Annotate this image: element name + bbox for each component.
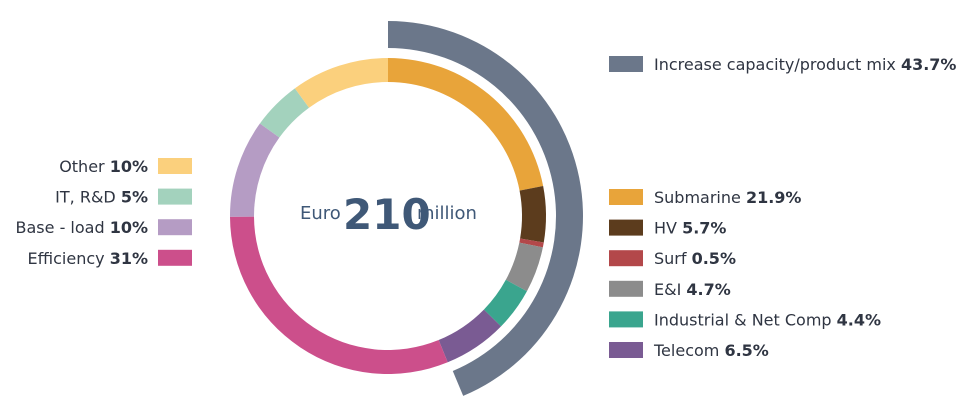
legend-name-submarine: Submarine — [654, 188, 746, 207]
outer-arc-increase-capacity — [388, 21, 583, 396]
donut-segment-submarine — [388, 57, 544, 191]
donut-segment-base-load — [229, 123, 280, 217]
legend-value-base-load: 10% — [110, 218, 148, 237]
legend-swatch-efficiency — [158, 249, 192, 266]
donut-segment-telecom — [438, 309, 502, 363]
legend-name-surf: Surf — [654, 249, 692, 268]
legend-name-industrial-and-net-comp: Industrial & Net Comp — [654, 310, 837, 329]
legend: Increase capacity/product mix 43.7% Subma… — [16, 55, 957, 360]
legend-swatch-telecom — [609, 342, 643, 358]
legend-swatch-hv — [609, 219, 643, 236]
legend-name-base-load: Base - load — [16, 218, 110, 237]
legend-name-increase-capacity: Increase capacity/product mix — [654, 55, 901, 74]
legend-value-efficiency: 31% — [110, 249, 148, 268]
donut-segment-other — [294, 58, 388, 108]
legend-value-surf: 0.5% — [692, 249, 736, 268]
legend-value-it-randd: 5% — [121, 188, 148, 207]
legend-swatch-base-load — [158, 219, 192, 236]
legend-value-other: 10% — [110, 157, 148, 176]
legend-swatch-eandi — [609, 280, 643, 297]
legend-label-base-load: Base - load 10% — [16, 218, 148, 237]
legend-label-telecom: Telecom 6.5% — [653, 341, 769, 360]
donut-segment-industrial-and-net-comp — [483, 279, 527, 327]
center-value: 210 — [343, 190, 431, 239]
donut-ring — [229, 57, 547, 375]
legend-name-hv: HV — [654, 219, 682, 238]
legend-label-efficiency: Efficiency 31% — [28, 249, 148, 268]
legend-label-other: Other 10% — [59, 157, 148, 176]
legend-label-it-randd: IT, R&D 5% — [55, 188, 148, 207]
legend-swatch-other — [158, 158, 192, 174]
legend-value-increase-capacity: 43.7% — [901, 55, 957, 74]
legend-swatch-surf — [609, 250, 643, 267]
legend-value-eandi: 4.7% — [686, 280, 730, 299]
donut-segment-efficiency — [230, 216, 448, 375]
legend-value-hv: 5.7% — [682, 219, 726, 238]
legend-label-increase-capacity: Increase capacity/product mix 43.7% — [654, 55, 956, 74]
legend-swatch-it-randd — [158, 188, 192, 205]
legend-name-efficiency: Efficiency — [28, 249, 110, 268]
legend-swatch-increase-capacity — [609, 56, 643, 72]
outer-arc-group — [388, 21, 583, 396]
legend-name-it-randd: IT, R&D — [55, 188, 121, 207]
legend-swatch-submarine — [609, 189, 643, 205]
legend-label-hv: HV 5.7% — [654, 219, 726, 238]
legend-label-eandi: E&I 4.7% — [654, 280, 731, 299]
legend-name-eandi: E&I — [654, 280, 686, 299]
center-suffix: million — [417, 203, 477, 224]
legend-label-submarine: Submarine 21.9% — [654, 188, 801, 207]
legend-name-telecom: Telecom — [653, 341, 724, 360]
legend-label-industrial-and-net-comp: Industrial & Net Comp 4.4% — [654, 310, 881, 329]
legend-value-industrial-and-net-comp: 4.4% — [837, 310, 881, 329]
donut-segment-surf — [519, 238, 544, 248]
legend-value-telecom: 6.5% — [724, 341, 768, 360]
legend-name-other: Other — [59, 157, 110, 176]
legend-swatch-industrial-and-net-comp — [609, 311, 643, 328]
center-prefix: Euro — [300, 203, 341, 224]
donut-segment-hv — [519, 186, 547, 243]
legend-value-submarine: 21.9% — [746, 188, 802, 207]
center-label: Euro 210 million — [300, 190, 477, 239]
donut-segment-eandi — [505, 242, 543, 292]
legend-label-surf: Surf 0.5% — [654, 249, 736, 268]
donut-segment-it-randd — [259, 88, 310, 138]
